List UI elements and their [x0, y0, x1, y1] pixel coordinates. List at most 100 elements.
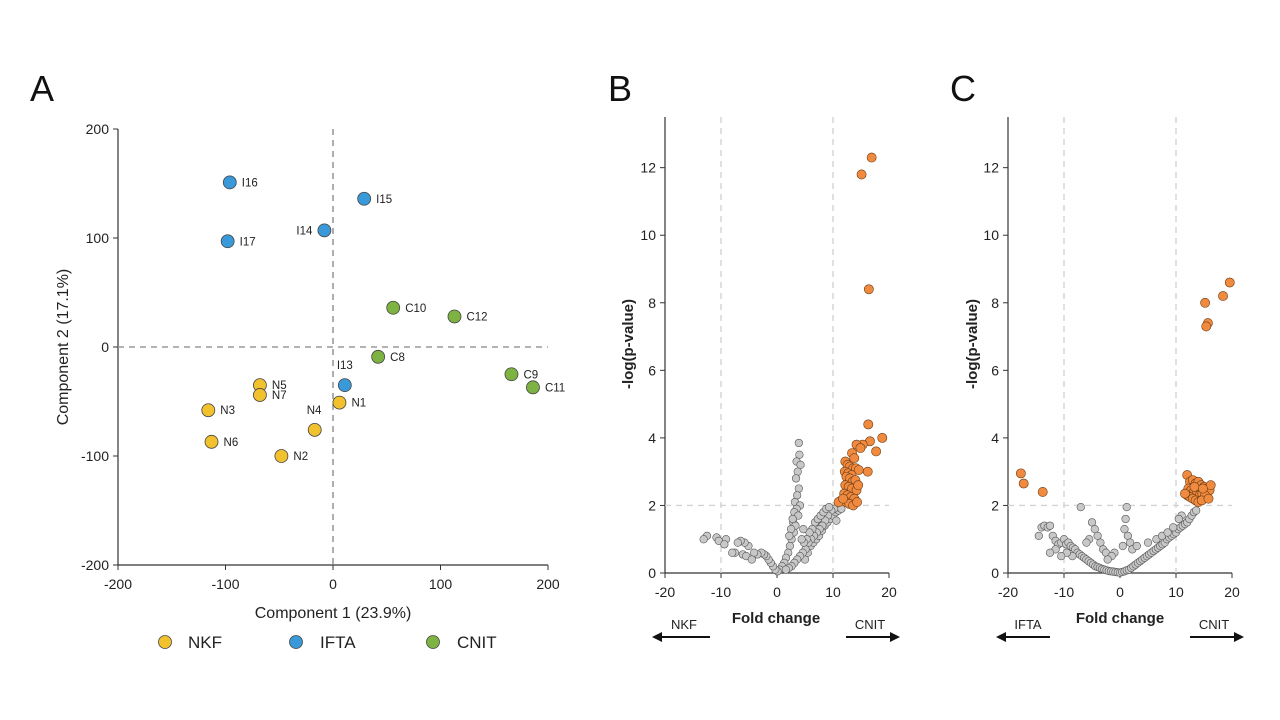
pca-point-n2	[274, 449, 289, 463]
volcano-b-nonsig-point	[793, 491, 802, 500]
volcano-b-x-tick-label: -20	[655, 584, 675, 600]
volcano-b-y-tick-label: 10	[640, 227, 656, 243]
volcano-b-sig-point	[866, 152, 877, 163]
volcano-b-x-tick-label: 20	[881, 584, 897, 600]
volcano-b-nonsig-point	[785, 531, 794, 540]
pca-x-tick-label: 200	[536, 576, 560, 592]
volcano-c-nonsig-point	[1118, 541, 1127, 551]
pca-point-label-c12: C12	[466, 311, 487, 323]
volcano-c-y-tick-label: 6	[991, 362, 999, 378]
pca-point-i13	[337, 378, 352, 393]
pca-y-tick-label: 0	[101, 339, 109, 355]
volcano-c-nonsig-point	[1125, 538, 1135, 547]
pca-point-label-c8: C8	[390, 352, 405, 364]
volcano-c-sig-point	[1218, 291, 1228, 301]
volcano-c-right-label: CNIT	[1199, 617, 1229, 632]
volcano-c-nonsig-point	[1045, 548, 1055, 557]
volcano-c-nonsig-point	[1122, 503, 1131, 512]
volcano-b-nonsig-point	[799, 524, 808, 534]
volcano-c-nonsig-point	[1082, 538, 1091, 547]
pca-point-c11	[526, 380, 540, 395]
legend-item-nkf: NKF	[158, 633, 222, 652]
pca-point-label-c10: C10	[405, 303, 426, 315]
legend-item-cnit: CNIT	[426, 633, 497, 652]
pca-x-tick-label: 100	[429, 576, 453, 592]
volcano-c-right-arrow	[1190, 632, 1244, 642]
volcano-c-x-tick-label: 10	[1168, 584, 1184, 600]
pca-point-label-i14: I14	[296, 225, 313, 237]
volcano-b-nonsig-point	[794, 438, 803, 448]
volcano-c-nonsig-point	[1174, 514, 1183, 524]
pca-point-n6	[204, 434, 219, 449]
volcano-b-y-tick-label: 6	[648, 362, 656, 378]
pca-point-label-n5: N5	[272, 380, 287, 392]
volcano-c-nonsig-point	[1057, 552, 1066, 561]
volcano-b-x-tick-label: 10	[825, 584, 841, 600]
pca-y-tick-label: 200	[86, 121, 110, 137]
volcano-b-nonsig-point	[791, 474, 801, 483]
volcano-b-y-tick-label: 12	[640, 160, 656, 176]
volcano-c-x-tick-label: -20	[998, 584, 1018, 600]
volcano-c-xlabel: Fold change	[1076, 610, 1164, 627]
pca-point-c8	[371, 349, 386, 364]
pca-point-label-i17: I17	[240, 236, 256, 248]
volcano-c-sig-point	[1197, 483, 1208, 494]
legend-marker-cnit	[426, 635, 440, 649]
volcano-c-x-tick-label: 20	[1224, 584, 1240, 600]
pca-point-n7	[252, 388, 267, 402]
pca-point-label-n3: N3	[220, 405, 235, 417]
volcano-b-sig-point	[852, 497, 862, 507]
volcano-b-nonsig-point	[824, 503, 834, 512]
pca-point-label-i16: I16	[242, 177, 258, 189]
volcano-c-sig-point	[1201, 321, 1212, 332]
volcano-b-nonsig-point	[733, 538, 742, 547]
volcano-c-nonsig-point	[1143, 538, 1153, 547]
volcano-c-sig-point	[1015, 468, 1026, 479]
legend-label-cnit: CNIT	[457, 633, 497, 652]
volcano-c-y-tick-label: 4	[991, 430, 999, 446]
volcano-c-sig-point	[1203, 493, 1214, 504]
pca-point-i17	[220, 234, 235, 249]
panel-letter-b: B	[608, 68, 632, 109]
volcano-b-nonsig-point	[785, 541, 794, 551]
pca-point-label-n6: N6	[224, 437, 239, 449]
volcano-b-nonsig-point	[797, 535, 806, 544]
volcano-c-nonsig-point	[1123, 531, 1132, 540]
volcano-b-nonsig-point	[749, 548, 759, 557]
volcano-b-sig-point	[877, 432, 888, 443]
pca-point-label-n2: N2	[293, 451, 308, 463]
volcano-b-sig-point	[871, 446, 882, 457]
volcano-b-left-label: NKF	[671, 617, 697, 632]
pca-point-c9	[504, 367, 519, 382]
volcano-b-ylabel: -log(p-value)	[620, 299, 637, 389]
volcano-c-sig-point	[1037, 487, 1048, 497]
volcano-c-y-tick-label: 10	[983, 227, 999, 243]
pca-point-label-i15: I15	[376, 194, 392, 206]
volcano-c-nonsig-point	[1192, 506, 1201, 515]
volcano-b-right-label: CNIT	[855, 617, 885, 632]
volcano-b-left-arrow	[652, 632, 710, 642]
volcano-b-x-tick-label: -10	[711, 584, 731, 600]
volcano-c-nonsig-point	[1163, 528, 1172, 537]
volcano-c-nonsig-point	[1121, 514, 1130, 524]
volcano-b-sig-point	[855, 443, 866, 453]
volcano-c-x-tick-label: -10	[1054, 584, 1074, 600]
volcano-c-nonsig-point	[1120, 524, 1129, 534]
volcano-c-sig-point	[1189, 481, 1200, 492]
pca-point-n4	[307, 422, 322, 437]
legend-item-ifta: IFTA	[289, 633, 356, 652]
panel-letter-c: C	[950, 68, 976, 109]
pca-point-label-c9: C9	[523, 369, 538, 381]
legend-label-nkf: NKF	[188, 633, 222, 652]
volcano-b-y-tick-label: 2	[648, 497, 656, 513]
volcano-c-left-arrow	[996, 632, 1050, 642]
volcano-c-y-tick-label: 2	[991, 497, 999, 513]
volcano-c-nonsig-point	[1034, 531, 1043, 540]
pca-y-tick-label: -100	[81, 448, 109, 464]
volcano-c-sig-point	[1224, 277, 1235, 288]
volcano-b-sig-point	[853, 480, 864, 491]
pca-y-tick-label: 100	[86, 230, 110, 246]
volcano-b-right-arrow	[846, 632, 900, 642]
volcano-c-sig-point	[1180, 488, 1190, 499]
volcano-b-nonsig-point	[793, 467, 802, 476]
